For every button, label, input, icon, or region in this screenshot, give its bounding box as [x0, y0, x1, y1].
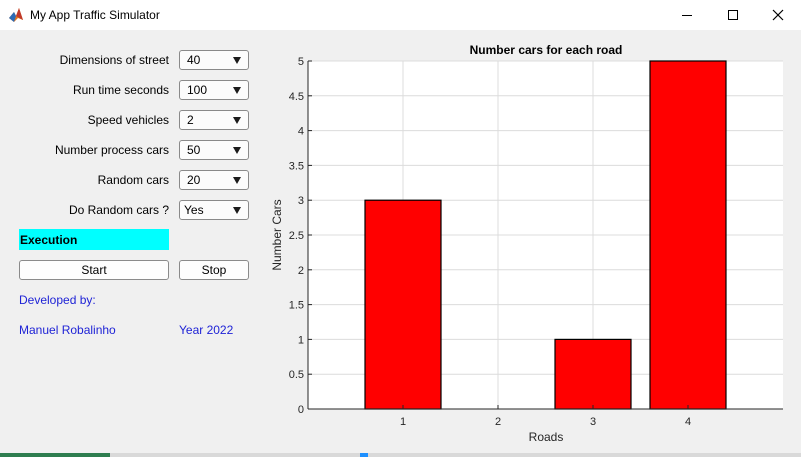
caret-down-icon — [233, 57, 241, 64]
year-label: Year 2022 — [179, 323, 234, 337]
bar — [554, 338, 632, 410]
maximize-button[interactable] — [710, 0, 756, 30]
bars — [364, 60, 727, 410]
dropdown-value: 50 — [187, 143, 201, 157]
dropdown-value: 100 — [187, 83, 208, 97]
process-cars-dropdown[interactable]: 50 — [179, 140, 249, 160]
maximize-icon — [728, 10, 738, 20]
close-icon — [772, 9, 784, 21]
dropdown-value: 2 — [187, 113, 194, 127]
window-title: My App Traffic Simulator — [30, 8, 160, 22]
random-cars-dropdown[interactable]: 20 — [179, 170, 249, 190]
y-tick-label: 1.5 — [289, 300, 304, 312]
dimensions-dropdown[interactable]: 40 — [179, 50, 249, 70]
y-tick-label: 4.5 — [289, 91, 304, 103]
dropdown-value: 20 — [187, 173, 201, 187]
y-tick-label: 2 — [298, 265, 304, 277]
run-time-dropdown[interactable]: 100 — [179, 80, 249, 100]
execution-status: Execution — [19, 229, 169, 250]
y-tick-label: 5 — [298, 56, 304, 68]
field-label-run-time: Run time seconds — [72, 83, 169, 97]
y-tick-label: 0 — [298, 404, 304, 416]
title-bar[interactable]: My App Traffic Simulator — [0, 0, 801, 30]
x-tick-label: 3 — [590, 416, 596, 428]
y-tick-label: 3 — [298, 195, 304, 207]
developed-by-label: Developed by: — [19, 293, 96, 307]
close-button[interactable] — [755, 0, 801, 30]
x-axis-label: Roads — [529, 430, 564, 444]
dropdown-value: 40 — [187, 53, 201, 67]
start-button[interactable]: Start — [19, 260, 169, 280]
y-tick-label: 3.5 — [289, 160, 304, 172]
field-label-speed: Speed vehicles — [87, 113, 169, 127]
do-random-dropdown[interactable]: Yes — [179, 200, 249, 220]
taskbar-segment — [360, 453, 368, 457]
y-tick-label: 1 — [298, 334, 304, 346]
matlab-icon — [8, 7, 24, 23]
bar-chart: 0 0.5 1 1.5 2 2.5 3 3.5 4 4.5 5 1 2 3 4 Number cars fo… — [270, 43, 783, 444]
field-label-process-cars: Number process cars — [54, 143, 169, 157]
dropdown-value: Yes — [184, 203, 204, 217]
minimize-icon — [682, 15, 692, 16]
minimize-button[interactable] — [664, 0, 710, 30]
y-axis-label: Number Cars — [270, 199, 284, 270]
chart-title: Number cars for each road — [470, 43, 623, 57]
author-name: Manuel Robalinho — [19, 323, 116, 337]
caret-down-icon — [233, 87, 241, 94]
tick-labels: 0 0.5 1 1.5 2 2.5 3 3.5 4 4.5 5 1 2 3 4 — [289, 56, 691, 428]
taskbar-strip — [0, 453, 801, 457]
y-tick-label: 4 — [298, 126, 304, 138]
x-tick-label: 4 — [685, 416, 691, 428]
bar — [649, 60, 727, 410]
caret-down-icon — [233, 147, 241, 154]
speed-dropdown[interactable]: 2 — [179, 110, 249, 130]
taskbar-segment — [0, 453, 110, 457]
caret-down-icon — [233, 207, 241, 214]
bar — [364, 199, 442, 410]
field-label-do-random: Do Random cars ? — [68, 203, 169, 217]
app-content: Dimensions of street 40 Run time seconds… — [0, 30, 801, 457]
caret-down-icon — [233, 117, 241, 124]
x-tick-label: 2 — [495, 416, 501, 428]
x-tick-label: 1 — [400, 416, 406, 428]
field-label-random-cars: Random cars — [97, 173, 169, 187]
y-tick-label: 0.5 — [289, 369, 304, 381]
stop-button[interactable]: Stop — [179, 260, 249, 280]
caret-down-icon — [233, 177, 241, 184]
y-tick-label: 2.5 — [289, 230, 304, 242]
field-label-dimensions: Dimensions of street — [59, 53, 169, 67]
